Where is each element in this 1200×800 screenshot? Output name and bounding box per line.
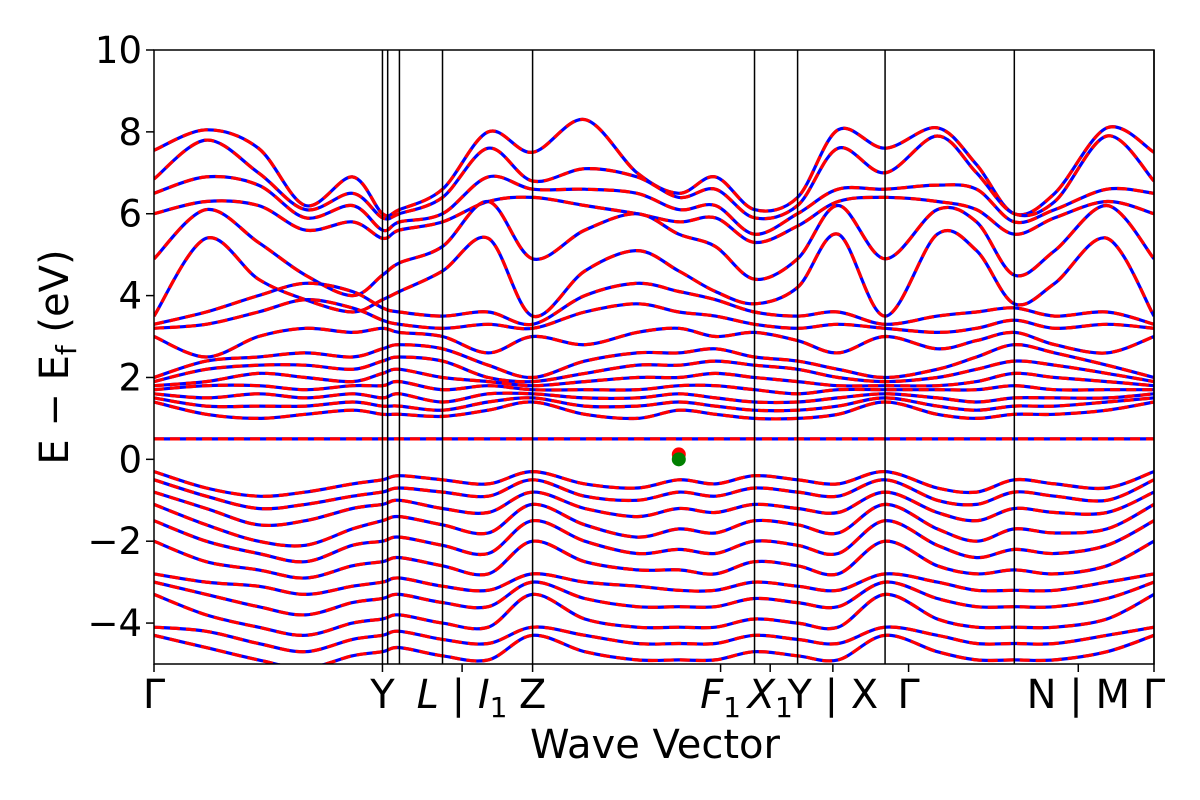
band-line-blue-6	[154, 281, 1154, 327]
y-tick-label-1: 8	[118, 111, 142, 154]
x-tick-label-8: N | M	[1027, 672, 1130, 718]
band-line-blue-25	[154, 625, 1154, 654]
band-line-red-14	[154, 396, 1154, 413]
x-tick-label-0: Γ	[143, 672, 166, 718]
y-tick-label-7: −4	[87, 602, 142, 645]
band-line-red-7	[154, 298, 1154, 335]
band-line-red-3	[154, 195, 1154, 245]
band-line-red-16	[154, 469, 1154, 498]
band-line-red-12	[154, 379, 1154, 396]
x-tick-label-1: Y	[369, 672, 395, 718]
band-line-red-10	[154, 355, 1154, 384]
band-line-red-2	[154, 174, 1154, 236]
x-axis-title: Wave Vector	[530, 722, 781, 768]
y-axis-title-main: E − E	[32, 355, 78, 465]
band-line-red-11	[154, 367, 1154, 388]
y-tick-label-4: 2	[118, 356, 142, 399]
high-symmetry-lines	[381, 50, 1155, 664]
band-line-red-21	[154, 539, 1154, 580]
y-tick-label-5: 0	[118, 438, 142, 481]
band-line-red-20	[154, 519, 1154, 564]
band-line-red-0	[154, 117, 1154, 218]
y-axis-title: E − Ef (eV)	[32, 249, 83, 464]
y-tick-label-2: 6	[118, 193, 142, 236]
x-tick-label-9: Γ	[1143, 672, 1166, 718]
band-line-blue-20	[154, 519, 1154, 564]
band-line-red-23	[154, 580, 1154, 617]
band-line-red-26	[154, 633, 1154, 664]
y-axis-title-unit: (eV)	[32, 249, 78, 345]
band-line-red-18	[154, 490, 1154, 528]
y-tick-label-3: 4	[118, 275, 142, 318]
band-line-red-15	[154, 400, 1154, 421]
band-line-red-1	[154, 134, 1154, 221]
x-tick-label-7: Γ	[897, 672, 920, 718]
x-tick-label-4: F1	[700, 672, 741, 724]
band-line-red-13	[154, 391, 1154, 405]
marker-point-1	[671, 452, 686, 467]
band-line-red-6	[154, 281, 1154, 327]
y-axis-title-sub: f	[50, 344, 83, 355]
band-line-red-9	[154, 343, 1154, 380]
x-tick-label-2: L | I1	[417, 672, 508, 724]
y-axis-ticks: 10 8 6 4 2 0 −2 −4	[87, 29, 154, 645]
bands-layer	[154, 117, 1154, 664]
x-tick-label-6: Y | X	[786, 672, 878, 718]
band-line-red-25	[154, 625, 1154, 654]
y-tick-label-0: 10	[95, 29, 142, 72]
band-line-red-19	[154, 502, 1154, 548]
band-line-red-5	[154, 228, 1154, 319]
markers-layer	[671, 447, 686, 467]
band-line-red-24	[154, 592, 1154, 637]
y-tick-label-6: −2	[87, 520, 142, 563]
band-line-red-8	[154, 326, 1154, 359]
band-line-red-22	[154, 572, 1154, 597]
plot-frame	[153, 49, 1155, 665]
band-line-red-4	[154, 199, 1154, 298]
band-line-red-17	[154, 478, 1154, 511]
x-tick-label-3: Z	[519, 672, 546, 718]
x-axis-labels: Γ Y L | I1 Z F1 X1Y | X Γ N | M Γ	[143, 664, 1166, 724]
x-tick-label-5: X1	[746, 672, 793, 724]
band-line-blue-0	[154, 117, 1154, 218]
